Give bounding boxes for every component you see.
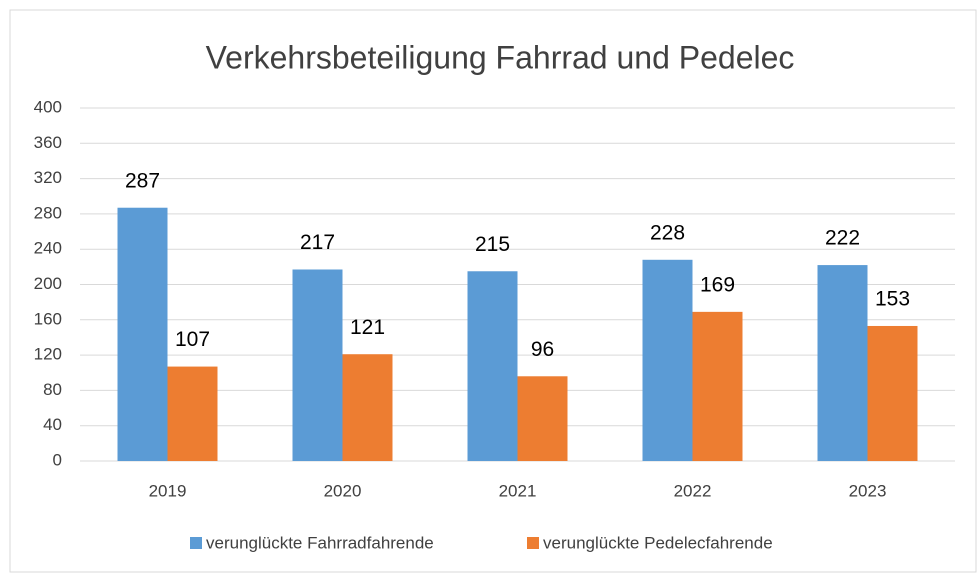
y-tick-label: 400 bbox=[34, 97, 62, 116]
bar bbox=[117, 207, 168, 461]
y-tick-label: 40 bbox=[43, 415, 62, 434]
bar bbox=[292, 269, 343, 461]
y-tick-label: 280 bbox=[34, 203, 62, 222]
chart-title: Verkehrsbeteiligung Fahrrad und Pedelec bbox=[206, 39, 795, 75]
y-tick-label: 200 bbox=[34, 274, 62, 293]
y-tick-label: 80 bbox=[43, 380, 62, 399]
bar bbox=[467, 271, 518, 461]
x-tick-label: 2020 bbox=[324, 481, 362, 500]
legend-swatch bbox=[527, 537, 539, 549]
data-label: 169 bbox=[700, 273, 735, 296]
data-label: 287 bbox=[125, 169, 160, 192]
data-label: 96 bbox=[531, 338, 554, 361]
data-label: 228 bbox=[650, 221, 685, 244]
legend-label: verunglückte Pedelecfahrende bbox=[543, 533, 773, 552]
y-tick-label: 120 bbox=[34, 345, 62, 364]
data-label: 153 bbox=[875, 288, 910, 311]
x-tick-label: 2023 bbox=[849, 481, 887, 500]
bar bbox=[342, 354, 393, 461]
bar bbox=[517, 376, 568, 461]
legend-swatch bbox=[190, 537, 202, 549]
x-tick-label: 2022 bbox=[674, 481, 712, 500]
y-tick-label: 320 bbox=[34, 168, 62, 187]
y-tick-label: 240 bbox=[34, 239, 62, 258]
x-tick-label: 2019 bbox=[149, 481, 187, 500]
y-tick-label: 160 bbox=[34, 309, 62, 328]
bar bbox=[642, 259, 693, 461]
data-label: 107 bbox=[175, 328, 210, 351]
data-label: 121 bbox=[350, 316, 385, 339]
bar bbox=[692, 311, 743, 461]
y-tick-label: 0 bbox=[53, 450, 62, 469]
x-tick-label: 2021 bbox=[499, 481, 537, 500]
bar bbox=[817, 265, 868, 461]
bar bbox=[167, 366, 218, 461]
data-label: 222 bbox=[825, 227, 860, 250]
y-tick-label: 360 bbox=[34, 133, 62, 152]
bar bbox=[867, 325, 918, 461]
data-label: 215 bbox=[475, 233, 510, 256]
data-label: 217 bbox=[300, 231, 335, 254]
legend-label: verunglückte Fahrradfahrende bbox=[206, 533, 434, 552]
